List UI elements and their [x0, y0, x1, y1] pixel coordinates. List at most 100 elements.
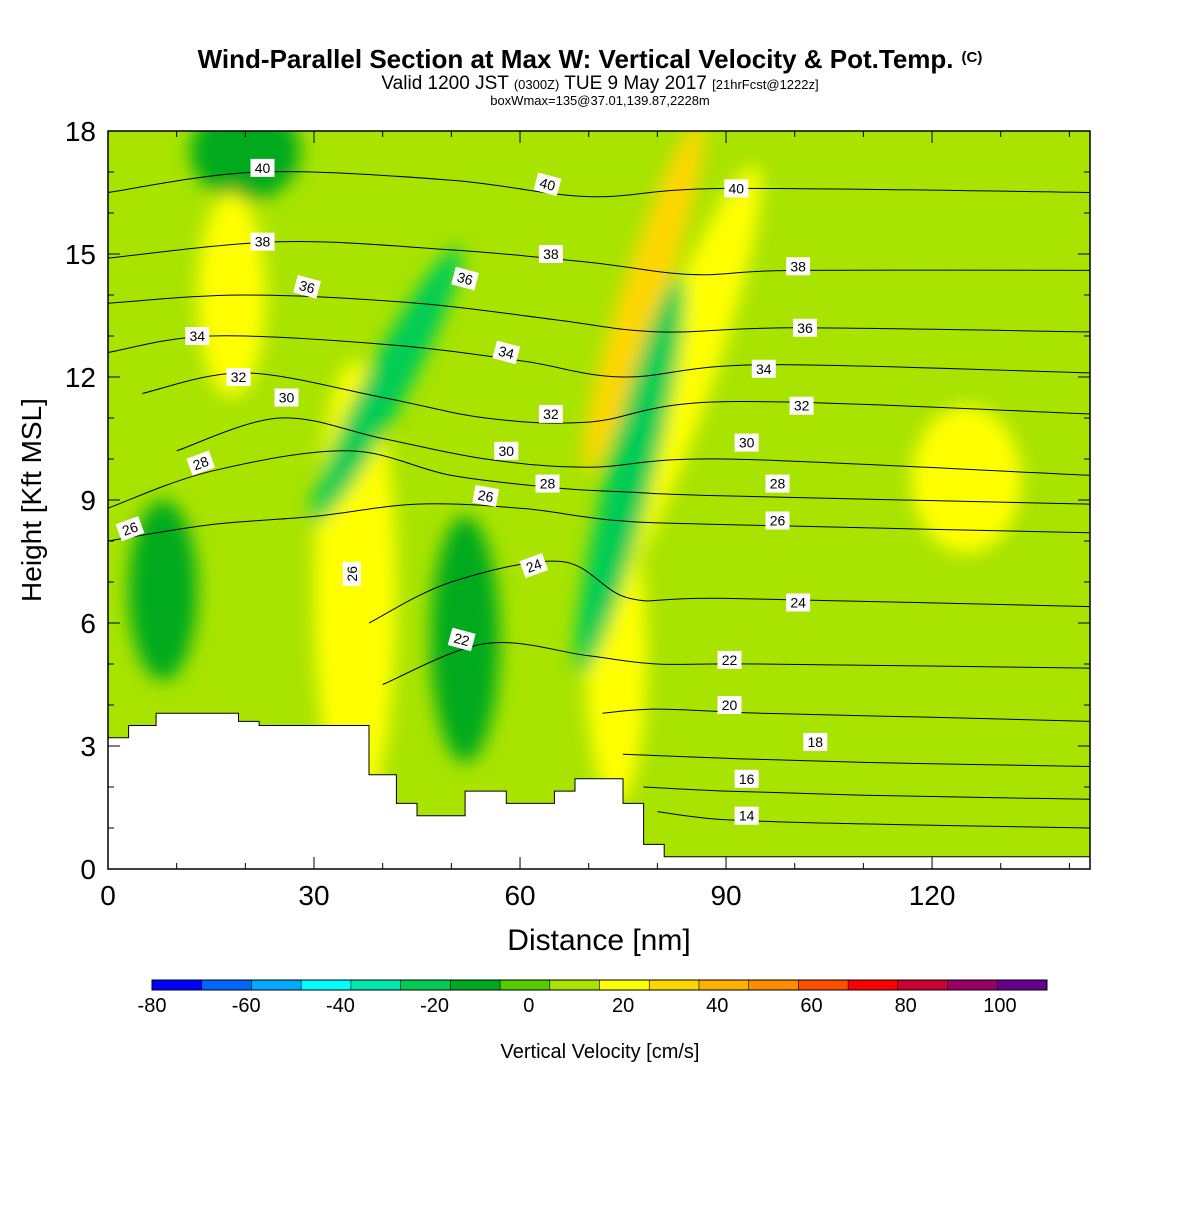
- contour-label-text: 28: [540, 476, 556, 492]
- contour-label-box: [519, 553, 549, 579]
- colorbar-tick-label: -60: [232, 995, 261, 1017]
- theta-contour-line: [382, 642, 1090, 685]
- velocity-feature: [128, 500, 198, 681]
- x-tick-label: 90: [710, 880, 741, 911]
- contour-label-box: [717, 650, 742, 669]
- contour-label: 22: [717, 650, 742, 669]
- contour-label: 26: [342, 561, 361, 586]
- contour-label-text: 30: [499, 443, 515, 459]
- contour-label-box: [734, 433, 759, 452]
- contour-label: 24: [519, 553, 549, 579]
- theta-contour-line: [108, 241, 1090, 276]
- contour-label-text: 40: [729, 180, 745, 196]
- contour-label-text: 40: [255, 160, 271, 176]
- velocity-feature: [582, 131, 705, 471]
- contour-label: 24: [786, 593, 811, 612]
- contour-label-box: [250, 232, 275, 251]
- theta-contour-line: [142, 372, 1090, 424]
- contour-label-box: [535, 474, 560, 493]
- contour-label-text: 32: [543, 406, 559, 422]
- contour-label: 30: [494, 441, 519, 460]
- contour-label-box: [765, 511, 790, 530]
- contour-label-text: 20: [722, 697, 738, 713]
- contour-label: 14: [734, 806, 759, 825]
- contour-label-text: 38: [790, 258, 806, 274]
- contour-label: 30: [274, 388, 299, 407]
- colorbar-swatch: [301, 980, 352, 990]
- chart-title-mark: (C): [962, 49, 983, 66]
- contour-label-text: 26: [344, 566, 360, 582]
- colorbar-swatch: [350, 980, 402, 990]
- contour-label-box: [492, 340, 521, 365]
- contour-label-text: 26: [770, 513, 786, 529]
- contour-label: 26: [765, 511, 790, 530]
- contour-label-text: 30: [279, 390, 295, 406]
- theta-contour-line: [108, 503, 1090, 542]
- contour-label: 30: [734, 433, 759, 452]
- contour-label-text: 14: [739, 808, 755, 824]
- y-tick-label: 0: [80, 854, 96, 885]
- contour-label: 38: [250, 232, 275, 251]
- contour-label: 18: [803, 732, 828, 751]
- colorbar-swatch: [897, 980, 949, 990]
- colorbar-tick-label: -80: [138, 995, 167, 1017]
- theta-contour-labels: 40 40 40 38 38 38 36 36 36 34 34 34 32 32 32 30 30 30 28 28…: [115, 158, 828, 825]
- chart-box-info: boxWmax=135@37.01,139.87,2228m: [490, 93, 710, 108]
- chart-title: Wind-Parallel Section at Max W: Vertical…: [198, 44, 983, 74]
- contour-label: 20: [717, 696, 742, 714]
- contour-label: 32: [538, 404, 563, 423]
- contour-label: 28: [186, 450, 216, 476]
- contour-label-box: [538, 404, 563, 423]
- contour-label-box: [751, 359, 776, 378]
- contour-label: 38: [786, 257, 811, 276]
- contour-label-text: 30: [739, 435, 755, 451]
- contour-label-box: [250, 158, 275, 177]
- colorbar-tick-label: 40: [706, 995, 728, 1017]
- contour-label-box: [472, 484, 500, 507]
- contour-label-text: 28: [191, 453, 211, 473]
- contour-label-text: 22: [722, 652, 738, 668]
- chart-title-main: Wind-Parallel Section at Max W: Vertical…: [198, 44, 954, 74]
- y-tick-label: 15: [65, 239, 96, 270]
- contour-label-text: 36: [298, 277, 317, 297]
- colorbar-swatch: [997, 980, 1048, 990]
- y-tick-label: 18: [65, 116, 96, 147]
- contour-label-box: [533, 172, 562, 197]
- subtitle-utc: (0300Z): [514, 77, 560, 92]
- y-axis-label: Height [Kft MSL]: [16, 398, 47, 602]
- contour-label: 22: [447, 627, 476, 652]
- contour-label-text: 24: [524, 555, 544, 575]
- colorbar-swatch: [251, 980, 302, 990]
- contour-label-box: [274, 388, 299, 407]
- contour-label-text: 18: [808, 734, 824, 750]
- contour-label-box: [765, 474, 790, 493]
- contour-label-text: 24: [790, 595, 806, 611]
- colorbar-swatch: [698, 980, 750, 990]
- colorbar-tick-label: 20: [612, 995, 634, 1017]
- contour-label-box: [793, 318, 817, 337]
- contour-label-text: 28: [770, 476, 786, 492]
- contour-label: 28: [765, 474, 790, 493]
- contour-label: 32: [789, 396, 814, 415]
- colorbar-tick-label: -20: [420, 995, 449, 1017]
- chart-subtitle: Valid 1200 JST (0300Z) TUE 9 May 2017 [2…: [381, 73, 818, 94]
- x-tick-label: 60: [504, 880, 535, 911]
- y-tick-label: 6: [80, 608, 96, 639]
- y-tick-label: 12: [65, 362, 96, 393]
- contour-label-text: 26: [477, 487, 495, 505]
- colorbar-swatch: [152, 980, 203, 990]
- theta-contour-line: [643, 786, 1090, 800]
- contour-label: 40: [533, 172, 562, 197]
- colorbar-tick-label: -40: [326, 995, 355, 1017]
- colorbar-swatch: [549, 980, 600, 990]
- contour-label-text: 22: [452, 630, 471, 650]
- contour-label-box: [226, 368, 251, 386]
- contour-label-text: 38: [255, 234, 271, 250]
- contour-label-box: [717, 696, 742, 714]
- colorbar-swatch: [201, 980, 252, 990]
- contour-label: 34: [751, 359, 776, 378]
- contour-label: 36: [293, 275, 322, 299]
- contour-label-text: 36: [456, 269, 475, 289]
